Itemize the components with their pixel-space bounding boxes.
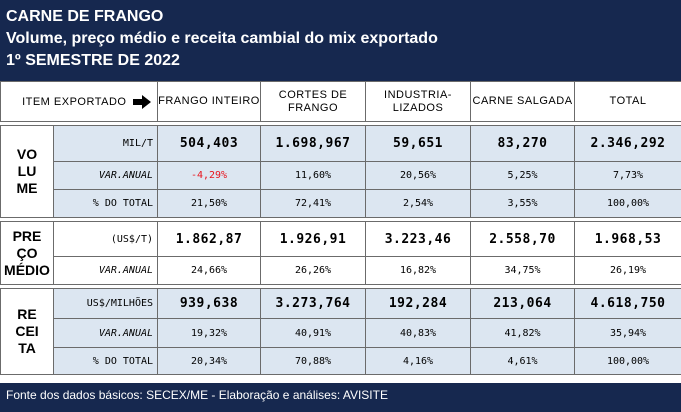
volume-row-share: % DO TOTAL 21,50% 72,41% 2,54% 3,55% 100… — [1, 189, 681, 218]
table-cell: 24,66% — [157, 256, 262, 285]
row-label: MIL/T — [52, 125, 159, 162]
table-cell: 40,91% — [260, 318, 367, 348]
table-cell: 41,82% — [470, 318, 576, 348]
table-cell: 939,638 — [157, 288, 262, 319]
table-cell: 20,56% — [365, 161, 472, 190]
table-cell: 70,88% — [260, 347, 367, 375]
price-row-var: VAR.ANUAL 24,66% 26,26% 16,82% 34,75% 26… — [1, 256, 681, 285]
report-period: 1º SEMESTRE DE 2022 — [6, 52, 180, 69]
export-mix-table: ITEM EXPORTADO FRANGO INTEIRO CORTES DE … — [0, 81, 681, 375]
row-label: VAR.ANUAL — [52, 256, 159, 285]
table-cell-negative: -4,29% — [157, 161, 262, 190]
table-cell: 3,55% — [470, 189, 576, 218]
table-cell: 4,16% — [365, 347, 472, 375]
table-cell: 3.223,46 — [365, 221, 472, 257]
col-carne-salgada: CARNE SALGADA — [470, 81, 576, 122]
table-cell: 3.273,764 — [260, 288, 367, 319]
table-cell: 21,50% — [157, 189, 262, 218]
col-frango-inteiro: FRANGO INTEIRO — [157, 81, 262, 122]
table-cell: 83,270 — [470, 125, 576, 162]
col-cortes: CORTES DE FRANGO — [260, 81, 367, 122]
volume-row-quantity: VO LU ME MIL/T 504,403 1.698,967 59,651 83… — [0, 125, 681, 218]
table-cell: 192,284 — [365, 288, 472, 319]
table-cell: 40,83% — [365, 318, 472, 348]
price-section-title: PRE ÇO MÉDIO — [0, 221, 54, 285]
table-cell: 72,41% — [260, 189, 367, 218]
source-footer: Fonte dos dados básicos: SECEX/ME - Elab… — [0, 383, 681, 412]
table-cell: 16,82% — [365, 256, 472, 285]
item-exported-label: ITEM EXPORTADO — [22, 95, 127, 108]
column-header-row: ITEM EXPORTADO FRANGO INTEIRO CORTES DE … — [0, 81, 681, 122]
table-cell: 1.862,87 — [157, 221, 262, 257]
table-cell: 4,61% — [470, 347, 576, 375]
table-cell: 504,403 — [157, 125, 262, 162]
col-industrializados: INDUSTRIA-LIZADOS — [365, 81, 472, 122]
table-cell: 34,75% — [470, 256, 576, 285]
revenue-row-value: RE CEI TA US$/MILHÕES 939,638 3.273,764 19… — [0, 288, 681, 375]
revenue-section-title: RE CEI TA — [0, 288, 54, 375]
table-cell: 4.618,750 — [574, 288, 681, 319]
item-exported-header: ITEM EXPORTADO — [0, 81, 159, 122]
row-label: VAR.ANUAL — [52, 161, 159, 190]
revenue-row-share: % DO TOTAL 20,34% 70,88% 4,16% 4,61% 100… — [1, 347, 681, 375]
table-cell: 2,54% — [365, 189, 472, 218]
table-cell: 20,34% — [157, 347, 262, 375]
table-cell: 100,00% — [574, 189, 681, 218]
table-cell: 100,00% — [574, 347, 681, 375]
table-cell: 59,651 — [365, 125, 472, 162]
revenue-row-var: VAR.ANUAL 19,32% 40,91% 40,83% 41,82% 35… — [1, 318, 681, 348]
table-cell: 1.698,967 — [260, 125, 367, 162]
table-cell: 11,60% — [260, 161, 367, 190]
table-cell: 19,32% — [157, 318, 262, 348]
table-cell: 26,19% — [574, 256, 681, 285]
table-cell: 35,94% — [574, 318, 681, 348]
table-cell: 2.558,70 — [470, 221, 576, 257]
table-cell: 213,064 — [470, 288, 576, 319]
row-label: US$/MILHÕES — [52, 288, 159, 319]
table-cell: 1.926,91 — [260, 221, 367, 257]
row-label: (US$/T) — [52, 221, 159, 257]
row-label: % DO TOTAL — [52, 347, 159, 375]
volume-section-title: VO LU ME — [0, 125, 54, 218]
right-arrow-icon — [133, 94, 152, 109]
table-cell: 5,25% — [470, 161, 576, 190]
price-row-value: PRE ÇO MÉDIO (US$/T) 1.862,87 1.926,91 3.2… — [0, 221, 681, 285]
report-subtitle: Volume, preço médio e receita cambial do… — [6, 30, 438, 47]
table-cell: 2.346,292 — [574, 125, 681, 162]
title-banner: CARNE DE FRANGO Volume, preço médio e re… — [0, 0, 681, 81]
table-cell: 26,26% — [260, 256, 367, 285]
table-cell: 7,73% — [574, 161, 681, 190]
col-total: TOTAL — [574, 81, 681, 122]
report-title: CARNE DE FRANGO — [6, 8, 164, 25]
row-label: % DO TOTAL — [52, 189, 159, 218]
row-label: VAR.ANUAL — [52, 318, 159, 348]
table-cell: 1.968,53 — [574, 221, 681, 257]
source-text: Fonte dos dados básicos: SECEX/ME - Elab… — [6, 388, 388, 402]
volume-row-var: VAR.ANUAL -4,29% 11,60% 20,56% 5,25% 7,7… — [1, 161, 681, 190]
